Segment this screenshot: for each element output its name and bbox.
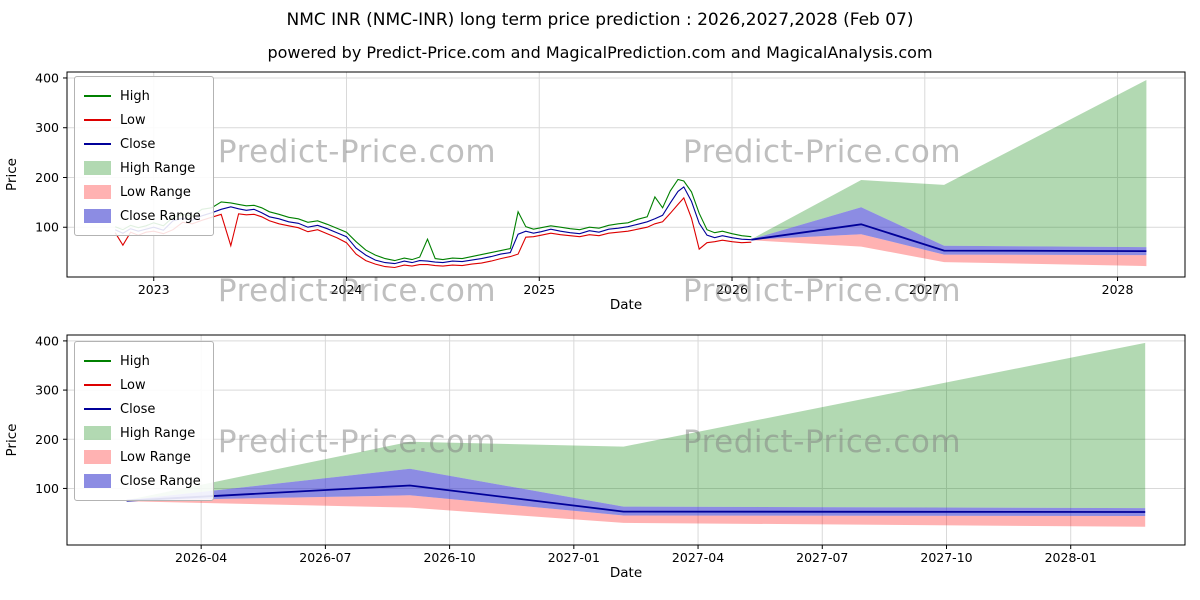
y-tick-label: 400 [35, 333, 59, 348]
low-swatch [84, 119, 111, 121]
legend-label: High [120, 88, 150, 104]
x-tick-label: 2028-01 [1045, 550, 1097, 565]
x-tick-label: 2027-01 [548, 550, 600, 565]
chart-legend: High Low Close High Range Low Range Close Ran… [74, 341, 214, 501]
legend-label: High Range [120, 425, 196, 441]
legend-item-close-range: Close Range [84, 469, 201, 493]
x-tick-label: 2027 [909, 282, 941, 297]
x-axis-label: Date [610, 297, 642, 313]
legend-label: Low [120, 377, 146, 393]
x-axis-label: Date [610, 565, 642, 581]
x-tick-label: 2026-07 [299, 550, 351, 565]
figure-subtitle: powered by Predict-Price.com and Magical… [267, 43, 933, 62]
legend-label: Low Range [120, 449, 191, 465]
legend-item-high: High [84, 349, 201, 373]
close-range-area [126, 468, 1146, 516]
x-tick-label: 2025 [523, 282, 555, 297]
legend-label: Close [120, 401, 156, 417]
close-range-swatch [84, 474, 111, 488]
high-swatch [84, 360, 111, 362]
y-axis-label: Price [4, 424, 20, 457]
figure-title: NMC INR (NMC-INR) long term price predic… [286, 10, 914, 30]
x-tick-label: 2027-10 [920, 550, 972, 565]
low-line [114, 196, 752, 269]
x-tick-label: 2028 [1102, 282, 1134, 297]
y-tick-label: 200 [35, 432, 59, 447]
legend-item-low-range: Low Range [84, 445, 201, 469]
forecast-close-line [751, 223, 1147, 253]
low-range-swatch [84, 185, 111, 199]
legend-item-low: Low [84, 108, 201, 132]
y-tick-label: 200 [35, 170, 59, 185]
legend-label: Low [120, 112, 146, 128]
plot-border [66, 334, 1186, 546]
low-range-swatch [84, 450, 111, 464]
legend-item-low-range: Low Range [84, 180, 201, 204]
x-tick-label: 2026 [716, 282, 748, 297]
low-range-area [751, 234, 1147, 267]
y-tick-label: 300 [35, 383, 59, 398]
low-swatch [84, 384, 111, 386]
y-tick-label: 100 [35, 220, 59, 235]
axis-ticks: 2023 2024 2025 2026 2027 2028 100 200 300 400 [35, 70, 1133, 297]
legend-item-close: Close [84, 132, 201, 156]
high-range-area [751, 80, 1147, 248]
close-range-area [751, 207, 1147, 256]
legend-label: High [120, 353, 150, 369]
close-line [114, 186, 752, 265]
high-range-swatch [84, 426, 111, 440]
y-tick-label: 400 [35, 70, 59, 85]
plot-border [66, 71, 1186, 278]
legend-item-high: High [84, 84, 201, 108]
price-history-chart: 2023 2024 2025 2026 2027 2028 100 200 300 400 Date… [4, 70, 1186, 313]
x-tick-label: 2026-10 [423, 550, 475, 565]
legend-label: Close Range [120, 208, 201, 224]
x-tick-label: 2027-04 [672, 550, 724, 565]
x-tick-label: 2026-04 [175, 550, 227, 565]
high-line [115, 178, 752, 262]
legend-item-low: Low [84, 373, 201, 397]
x-tick-label: 2023 [138, 282, 170, 297]
y-tick-label: 300 [35, 120, 59, 135]
high-range-swatch [84, 161, 111, 175]
low-range-area [126, 495, 1146, 527]
close-swatch [84, 143, 111, 145]
y-axis-label: Price [4, 158, 20, 191]
axis-ticks: 2026-04 2026-07 2026-10 2027-01 2027-04 2027-… [35, 333, 1097, 565]
y-tick-label: 100 [35, 481, 59, 496]
legend-item-close-range: Close Range [84, 204, 201, 228]
grid [67, 335, 1185, 545]
legend-item-close: Close [84, 397, 201, 421]
high-swatch [84, 95, 111, 97]
legend-label: Low Range [120, 184, 191, 200]
close-range-swatch [84, 209, 111, 223]
chart-legend: High Low Close High Range Low Range Close Ran… [74, 76, 214, 236]
legend-item-high-range: High Range [84, 421, 201, 445]
high-range-area [126, 342, 1146, 509]
legend-label: Close Range [120, 473, 201, 489]
x-tick-label: 2024 [331, 282, 363, 297]
close-swatch [84, 408, 111, 410]
forecast-detail-chart: 2026-04 2026-07 2026-10 2027-01 2027-04 2027-… [4, 333, 1186, 581]
forecast-close-line [126, 484, 1146, 513]
legend-item-high-range: High Range [84, 156, 201, 180]
x-tick-label: 2027-07 [796, 550, 848, 565]
legend-label: Close [120, 136, 156, 152]
legend-label: High Range [120, 160, 196, 176]
